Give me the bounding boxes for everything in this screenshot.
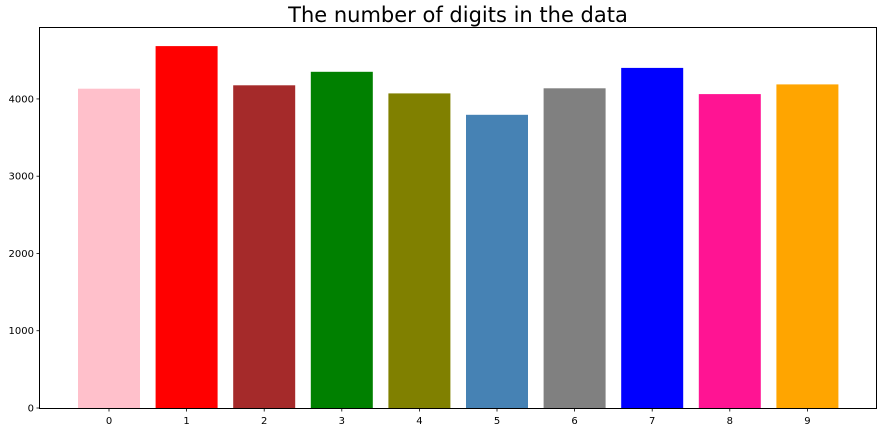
bar-2 [233, 85, 296, 409]
y-tick-label: 3000 [9, 172, 34, 183]
plot-area-frame [39, 27, 877, 409]
bar-8 [698, 94, 761, 408]
chart-title: The number of digits in the data [287, 3, 628, 27]
bar-9 [776, 84, 839, 409]
bar-0 [78, 88, 140, 408]
bar-5 [466, 114, 528, 409]
bars-layer [78, 46, 839, 409]
x-tick-label: 3 [339, 416, 345, 427]
x-tick-label: 5 [494, 416, 500, 427]
bar-4 [388, 93, 451, 409]
bar-3 [310, 71, 373, 409]
x-tick-label: 9 [804, 416, 810, 427]
x-tick-label: 4 [416, 416, 422, 427]
y-tick-label: 0 [28, 404, 34, 415]
y-tick-label: 2000 [9, 249, 34, 260]
y-tick-label: 1000 [9, 326, 34, 337]
x-tick-label: 6 [571, 416, 577, 427]
bar-6 [543, 88, 606, 409]
bar-1 [155, 46, 218, 408]
x-axis: 0 1 2 3 4 5 6 7 8 9 [106, 408, 811, 427]
x-tick-label: 1 [183, 416, 189, 427]
x-tick-label: 0 [106, 416, 112, 427]
x-tick-label: 8 [727, 416, 733, 427]
y-tick-label: 4000 [9, 94, 34, 105]
x-tick-label: 7 [649, 416, 655, 427]
bar-7 [621, 67, 684, 409]
x-tick-label: 2 [261, 416, 267, 427]
y-axis: 0 1000 2000 3000 4000 [9, 94, 40, 415]
